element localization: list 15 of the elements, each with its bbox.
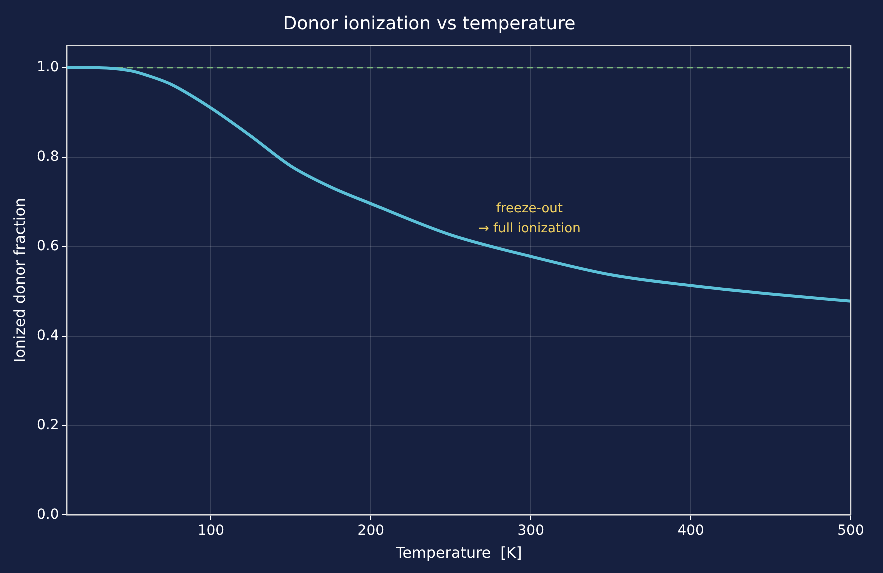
y-tick-label: 0.0 — [37, 506, 60, 523]
x-tick-label: 100 — [198, 523, 225, 540]
chart-title: Donor ionization vs temperature — [283, 13, 576, 34]
y-tick-label: 0.4 — [37, 328, 60, 344]
x-tick-label: 200 — [358, 523, 385, 540]
y-tick-label: 0.8 — [37, 149, 60, 166]
y-tick-label: 1.0 — [37, 60, 60, 76]
annotation: freeze-out → full ionization — [478, 202, 581, 237]
x-tick-label: 300 — [518, 523, 544, 540]
y-tick-label: 0.2 — [37, 417, 60, 434]
x-tick-label: 400 — [678, 523, 704, 540]
x-axis-title: Temperature [K] — [395, 544, 522, 562]
y-axis-title: Ionized donor fraction — [10, 198, 29, 363]
x-tick-label: 500 — [838, 523, 864, 540]
y-tick-label: 0.6 — [37, 238, 60, 254]
